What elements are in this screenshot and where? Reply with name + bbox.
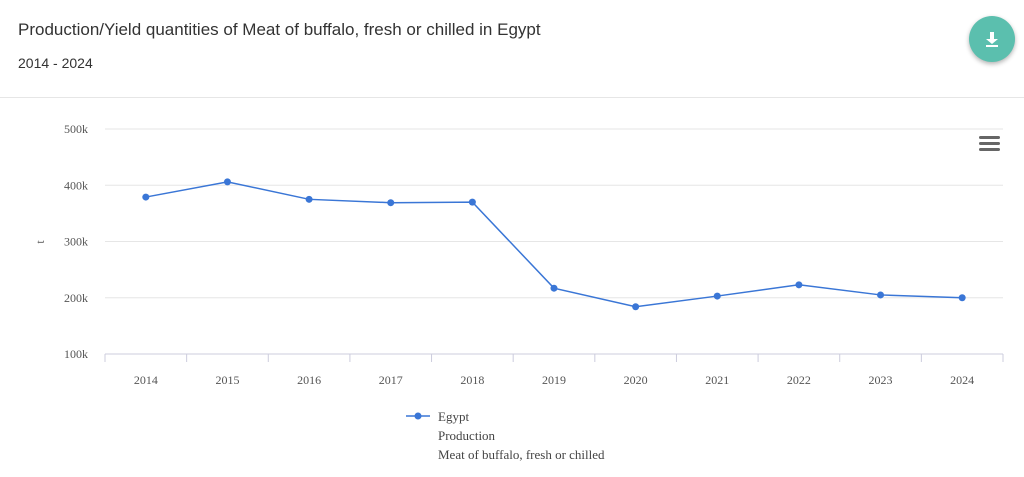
data-point-2024[interactable] <box>958 294 966 302</box>
data-point-2022[interactable] <box>795 281 803 289</box>
x-tick-label: 2019 <box>542 373 566 387</box>
x-tick-label: 2024 <box>950 373 974 387</box>
x-tick-label: 2014 <box>134 373 158 387</box>
x-tick-label: 2021 <box>705 373 729 387</box>
header-divider <box>0 97 1024 98</box>
data-point-2014[interactable] <box>142 193 150 201</box>
data-point-2023[interactable] <box>877 291 885 299</box>
download-icon <box>986 32 998 47</box>
x-tick-label: 2020 <box>624 373 648 387</box>
legend-line-symbol <box>406 412 430 420</box>
data-point-2016[interactable] <box>305 195 313 203</box>
data-point-2015[interactable] <box>223 178 231 186</box>
data-point-2021[interactable] <box>713 292 721 300</box>
legend-line-1: Egypt <box>438 409 470 424</box>
chart-subtitle: 2014 - 2024 <box>18 55 93 71</box>
data-point-2017[interactable] <box>387 199 395 207</box>
x-tick-label: 2022 <box>787 373 811 387</box>
data-point-2018[interactable] <box>468 198 476 206</box>
x-tick-label: 2016 <box>297 373 321 387</box>
legend-line-3: Meat of buffalo, fresh or chilled <box>438 447 605 462</box>
y-tick-label: 400k <box>64 178 88 192</box>
y-tick-label: 100k <box>64 347 88 361</box>
chart-title: Production/Yield quantities of Meat of b… <box>18 20 541 39</box>
data-point-2020[interactable] <box>632 303 640 311</box>
y-tick-label: 200k <box>64 291 88 305</box>
hamburger-menu-icon[interactable] <box>979 136 1000 151</box>
x-tick-label: 2015 <box>215 373 239 387</box>
x-tick-label: 2023 <box>869 373 893 387</box>
y-tick-label: 300k <box>64 235 88 249</box>
download-button[interactable] <box>969 16 1015 62</box>
y-tick-label: 500k <box>64 122 88 136</box>
data-point-2019[interactable] <box>550 284 558 292</box>
x-tick-label: 2018 <box>460 373 484 387</box>
legend-line-2: Production <box>438 428 496 443</box>
legend-item-egypt[interactable]: Egypt Production Meat of buffalo, fresh … <box>406 407 605 464</box>
x-tick-label: 2017 <box>379 373 403 387</box>
y-axis-label: t <box>33 240 47 244</box>
